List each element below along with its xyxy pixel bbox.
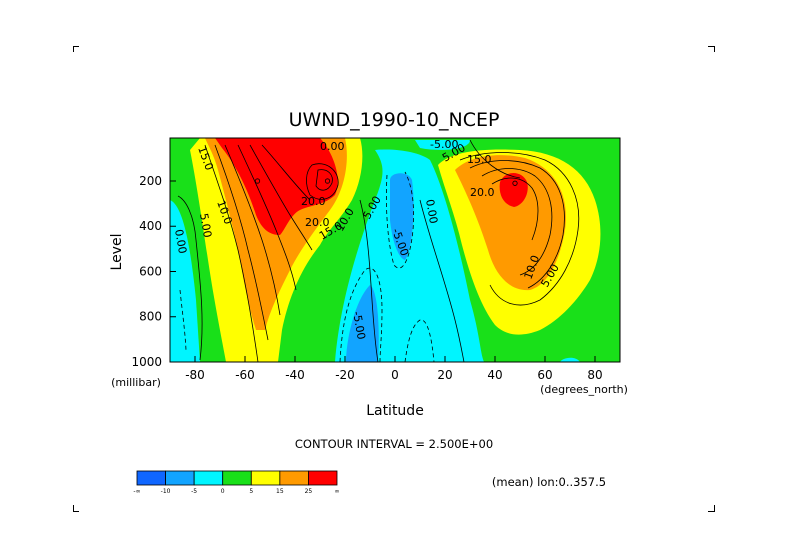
chart-title: UWND_1990-10_NCEP [289, 109, 500, 131]
colorbar-swatch [193, 470, 224, 486]
y-axis: 200 400 600 800 1000 [131, 174, 176, 369]
crop-mark-top-left [73, 46, 79, 52]
jet-core-marker [324, 178, 331, 184]
crop-marks [73, 46, 715, 512]
colorbar-swatch [250, 470, 281, 486]
contour-label: 20.0 [470, 186, 495, 199]
colorbar-label: 5 [249, 488, 253, 495]
colorbar-swatch [279, 470, 309, 486]
y-units-label: (millibar) [111, 376, 161, 389]
colorbar-swatch [165, 470, 195, 486]
y-tick-label: 200 [139, 174, 162, 188]
x-tick-label: 20 [437, 368, 452, 382]
nh-jet-core-25plus [499, 173, 528, 207]
contour-label: 15.0 [467, 153, 492, 166]
region-neg-0-5-upper-2 [415, 140, 470, 150]
x-axis-title: Latitude [366, 403, 424, 419]
contour-lines [177, 139, 580, 362]
x-tick-label: -60 [235, 368, 255, 382]
contour-interval-text: CONTOUR INTERVAL = 2.500E+00 [295, 437, 493, 451]
contour-label: 5.00 [197, 212, 214, 238]
nh-jet-band-15-25 [455, 155, 566, 291]
x-tick-label: -40 [285, 368, 305, 382]
y-axis-title: Level [109, 234, 125, 271]
colorbar-swatch [222, 470, 252, 486]
x-tick-label: 40 [487, 368, 502, 382]
colorbar-swatch [308, 470, 338, 486]
region-neg-5-10-a [390, 173, 414, 260]
jet-core-marker [512, 180, 518, 186]
colorbar-label: -10 [161, 488, 171, 495]
colorbar-label: 15 [276, 488, 284, 495]
contour-label: 20.0 [305, 216, 330, 229]
contour-lines-negative [179, 171, 435, 362]
x-axis: -80 -60 -40 -20 0 20 40 60 80 [185, 356, 603, 382]
colorbar-label: ∞ [335, 488, 340, 495]
contour-label: 20.0 [301, 195, 326, 208]
jet-core-marker [254, 178, 261, 184]
y-tick-label: 1000 [131, 355, 162, 369]
colorbar-swatch [136, 470, 166, 486]
x-tick-label: 0 [391, 368, 399, 382]
contour-label: 0.00 [172, 228, 189, 254]
mean-text: (mean) lon:0..357.5 [492, 475, 606, 489]
y-tick-label: 400 [139, 219, 162, 233]
colorbar-label: 25 [305, 488, 313, 495]
x-tick-label: -20 [335, 368, 355, 382]
crop-mark-bottom-right [708, 505, 715, 512]
contour-label: -5.00 [430, 138, 458, 151]
crop-mark-top-right [708, 46, 715, 52]
x-tick-label: -80 [185, 368, 205, 382]
region-neg-0-5-arctic [560, 357, 580, 362]
x-tick-label: 60 [537, 368, 552, 382]
contour-label: 0.00 [320, 140, 345, 153]
contour-label: -5.00 [350, 310, 368, 340]
x-tick-label: 80 [587, 368, 602, 382]
y-tick-label: 800 [139, 310, 162, 324]
contour-label: 0.00 [423, 198, 440, 224]
x-units-label: (degrees_north) [540, 383, 628, 396]
plot-area: 0.00 5.00 10.0 15.0 20.0 20.0 15.0 10.0 … [170, 138, 620, 362]
crop-mark-bottom-left [73, 505, 79, 512]
colorbar-label: -5 [191, 488, 197, 495]
colorbar-label: -∞ [133, 488, 140, 495]
region-neg-5-10-b [346, 285, 379, 362]
y-tick-label: 600 [139, 264, 162, 278]
colorbar: -∞ -10 -5 0 5 15 25 ∞ [133, 470, 340, 495]
region-neg-0-5-antarctic [170, 200, 200, 362]
colorbar-label: 0 [221, 488, 225, 495]
